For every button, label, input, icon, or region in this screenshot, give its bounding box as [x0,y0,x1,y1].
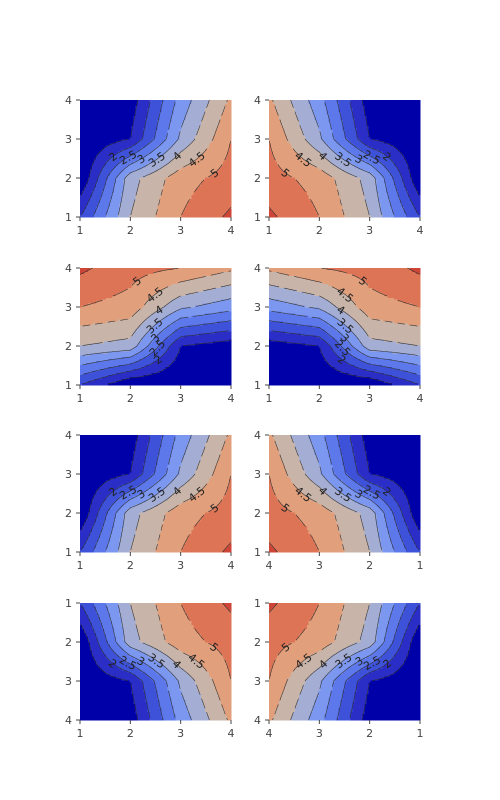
y-tick-label: 4 [65,429,72,442]
y-tick-label: 3 [254,133,261,146]
x-tick-label: 2 [127,224,134,237]
y-tick-label: 2 [65,340,72,353]
x-tick-label: 1 [417,727,424,740]
y-tick-label: 4 [254,94,261,107]
x-tick-label: 4 [228,224,235,237]
x-tick-label: 4 [417,224,424,237]
y-tick-label: 1 [254,546,261,559]
x-tick-label: 1 [77,224,84,237]
y-tick-label: 3 [65,468,72,481]
x-tick-label: 3 [177,392,184,405]
y-tick-label: 3 [254,675,261,688]
y-tick-label: 1 [254,379,261,392]
x-tick-label: 2 [127,559,134,572]
x-tick-label: 1 [77,727,84,740]
y-tick-label: 4 [65,714,72,727]
x-tick-label: 1 [77,559,84,572]
x-tick-label: 2 [127,392,134,405]
y-tick-label: 3 [254,301,261,314]
x-tick-label: 3 [177,224,184,237]
x-tick-label: 1 [266,392,273,405]
y-tick-label: 2 [65,172,72,185]
x-tick-label: 1 [417,559,424,572]
x-tick-label: 4 [266,727,273,740]
x-tick-label: 4 [228,559,235,572]
x-tick-label: 2 [316,392,323,405]
y-tick-label: 2 [65,636,72,649]
y-tick-label: 4 [65,94,72,107]
y-tick-label: 1 [65,597,72,610]
y-tick-label: 3 [65,133,72,146]
x-tick-label: 3 [177,559,184,572]
x-tick-label: 3 [366,224,373,237]
x-tick-label: 1 [266,224,273,237]
x-tick-label: 3 [177,727,184,740]
x-tick-label: 4 [228,727,235,740]
x-tick-label: 2 [366,727,373,740]
x-tick-label: 4 [417,392,424,405]
x-tick-label: 4 [266,559,273,572]
x-tick-label: 4 [228,392,235,405]
y-tick-label: 3 [254,468,261,481]
x-tick-label: 1 [77,392,84,405]
x-tick-label: 3 [366,392,373,405]
y-tick-label: 2 [254,507,261,520]
y-tick-label: 1 [254,597,261,610]
y-tick-label: 2 [65,507,72,520]
y-tick-label: 4 [254,429,261,442]
x-tick-label: 3 [316,727,323,740]
y-tick-label: 1 [65,211,72,224]
x-tick-label: 2 [127,727,134,740]
y-tick-label: 2 [254,172,261,185]
y-tick-label: 4 [254,262,261,275]
y-tick-label: 1 [254,211,261,224]
y-tick-label: 1 [65,546,72,559]
y-tick-label: 4 [254,714,261,727]
x-tick-label: 3 [316,559,323,572]
y-tick-label: 4 [65,262,72,275]
y-tick-label: 1 [65,379,72,392]
x-tick-label: 2 [366,559,373,572]
y-tick-label: 2 [254,340,261,353]
y-tick-label: 2 [254,636,261,649]
x-tick-label: 2 [316,224,323,237]
y-tick-label: 3 [65,675,72,688]
y-tick-label: 3 [65,301,72,314]
